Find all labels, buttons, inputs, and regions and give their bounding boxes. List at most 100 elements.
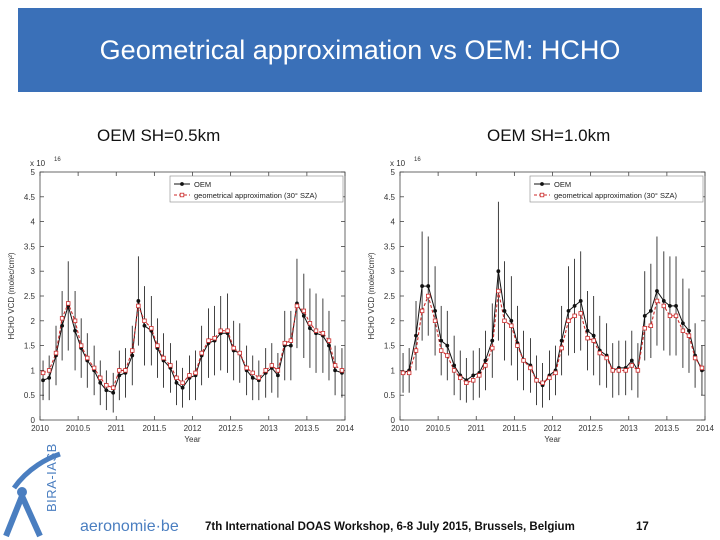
x-axis-label: Year bbox=[544, 435, 561, 444]
y-tick-label: 3 bbox=[391, 267, 396, 276]
point-oem bbox=[490, 338, 495, 343]
point-geometrical bbox=[275, 368, 281, 373]
legend-label-oem: OEM bbox=[554, 180, 571, 189]
point-geometrical bbox=[111, 385, 116, 390]
point-geometrical bbox=[142, 318, 147, 323]
panel-title-left: OEM SH=0.5km bbox=[97, 126, 221, 145]
point-geometrical bbox=[572, 313, 577, 319]
x-tick-label: 2014 bbox=[336, 424, 354, 433]
point-geometrical bbox=[686, 333, 692, 338]
y-multiplier-exponent: 16 bbox=[414, 157, 421, 163]
point-geometrical bbox=[534, 378, 539, 383]
y-tick-label: 0 bbox=[31, 416, 36, 425]
point-geometrical bbox=[339, 368, 345, 373]
y-tick-label: 1 bbox=[391, 366, 396, 375]
point-geometrical bbox=[256, 375, 262, 381]
point-geometrical bbox=[294, 303, 300, 309]
point-geometrical bbox=[591, 338, 596, 343]
point-oem bbox=[674, 304, 678, 308]
point-geometrical bbox=[458, 375, 463, 381]
point-geometrical bbox=[123, 368, 128, 373]
x-tick-label: 2014 bbox=[696, 424, 714, 433]
y-tick-label: 0 bbox=[391, 416, 396, 425]
logo-wordmark: aeronomie·be bbox=[80, 518, 179, 535]
point-oem bbox=[572, 304, 577, 308]
x-tick-label: 2010.5 bbox=[66, 424, 91, 433]
point-geometrical bbox=[464, 380, 469, 385]
y-axis-label: HCHO VCD (molec/cm²) bbox=[367, 252, 376, 339]
chart-left: 0 0.5 1 1.5 2 2.5 3 3.5 4 4.5 5 2010 2010.5 2011 2011.… bbox=[7, 157, 354, 444]
point-geometrical bbox=[654, 298, 660, 304]
point-oem bbox=[668, 304, 672, 308]
point-oem bbox=[60, 323, 65, 328]
point-geometrical bbox=[553, 370, 558, 376]
point-geometrical bbox=[225, 328, 230, 333]
point-oem bbox=[496, 269, 501, 274]
point-oem bbox=[642, 313, 647, 318]
point-geometrical bbox=[432, 318, 438, 323]
point-geometrical bbox=[136, 303, 141, 309]
point-oem bbox=[47, 375, 52, 380]
point-geometrical bbox=[180, 380, 185, 385]
point-geometrical bbox=[648, 323, 654, 328]
y-tick-label: 2.5 bbox=[24, 292, 36, 301]
point-oem bbox=[136, 299, 141, 303]
point-geometrical bbox=[477, 373, 482, 378]
point-geometrical bbox=[218, 328, 223, 333]
point-oem bbox=[483, 358, 488, 363]
legend-marker-oem bbox=[540, 182, 544, 186]
panel-title-right: OEM SH=1.0km bbox=[487, 126, 611, 145]
point-oem bbox=[509, 318, 514, 323]
point-geometrical bbox=[642, 326, 647, 331]
point-oem bbox=[276, 373, 280, 378]
y-tick-label: 2 bbox=[31, 317, 36, 326]
title-banner: Geometrical approximation vs OEM: HCHO bbox=[18, 8, 702, 92]
slide-title: Geometrical approximation vs OEM: HCHO bbox=[99, 35, 621, 65]
y-tick-label: 4.5 bbox=[384, 193, 396, 202]
point-geometrical bbox=[585, 335, 590, 341]
series-line-geometrical bbox=[403, 290, 703, 384]
point-geometrical bbox=[451, 368, 457, 373]
point-geometrical bbox=[320, 330, 326, 336]
point-geometrical bbox=[332, 363, 338, 368]
point-oem bbox=[445, 343, 450, 348]
y-tick-label: 5 bbox=[391, 168, 396, 177]
point-geometrical bbox=[623, 368, 628, 373]
point-geometrical bbox=[206, 338, 211, 343]
x-tick-label: 2011 bbox=[468, 424, 486, 433]
point-geometrical bbox=[91, 365, 97, 371]
y-tick-label: 1.5 bbox=[384, 342, 396, 351]
point-geometrical bbox=[244, 365, 249, 371]
plot-frame bbox=[399, 171, 706, 421]
point-geometrical bbox=[307, 321, 313, 326]
point-geometrical bbox=[566, 318, 571, 323]
x-axis-label: Year bbox=[184, 435, 201, 444]
logo-vertical-text: BIRA-IASB bbox=[44, 443, 59, 512]
point-geometrical bbox=[419, 308, 425, 314]
point-geometrical bbox=[301, 308, 307, 314]
legend-label-oem: OEM bbox=[194, 180, 211, 189]
point-geometrical bbox=[540, 380, 545, 385]
series-line-oem bbox=[402, 271, 703, 387]
point-geometrical bbox=[426, 293, 431, 299]
y-tick-label: 0.5 bbox=[384, 391, 396, 400]
point-oem bbox=[73, 328, 77, 333]
x-tick-label: 2013.5 bbox=[295, 424, 320, 433]
point-geometrical bbox=[168, 363, 173, 368]
point-geometrical bbox=[445, 353, 450, 358]
y-tick-label: 3 bbox=[31, 267, 36, 276]
point-oem bbox=[578, 299, 583, 303]
point-oem bbox=[559, 338, 564, 343]
x-tick-label: 2012.5 bbox=[218, 424, 243, 433]
x-tick-label: 2011 bbox=[108, 424, 126, 433]
x-tick-label: 2010 bbox=[391, 424, 409, 433]
point-geometrical bbox=[673, 313, 679, 319]
point-geometrical bbox=[629, 363, 634, 368]
point-geometrical bbox=[699, 365, 705, 371]
point-geometrical bbox=[547, 375, 552, 381]
point-oem bbox=[566, 308, 571, 313]
point-geometrical bbox=[680, 328, 686, 333]
point-oem bbox=[250, 375, 255, 380]
point-geometrical bbox=[692, 355, 698, 361]
point-geometrical bbox=[496, 288, 501, 294]
